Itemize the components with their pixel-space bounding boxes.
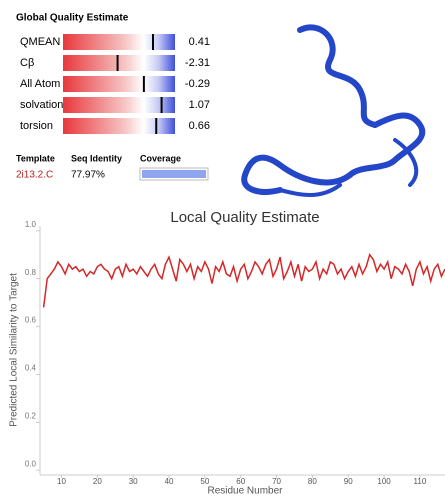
header: Seq Identity	[71, 153, 122, 163]
x-tick-label: 80	[308, 477, 317, 486]
template-id[interactable]: 2i13.2.C	[16, 170, 53, 181]
score-bar	[63, 34, 175, 50]
y-tick-label: 0.0	[25, 459, 37, 468]
x-tick-label: 90	[344, 477, 353, 486]
x-tick-label: 50	[200, 477, 209, 486]
score-bar	[63, 118, 175, 134]
y-tick-label: 0.8	[25, 268, 37, 277]
x-tick-label: 100	[377, 477, 391, 486]
y-tick-label: 0.2	[25, 411, 37, 420]
y-tick-label: 1.0	[25, 220, 37, 229]
page: Global Quality Estimate Template Seq Ide…	[0, 0, 445, 497]
panel-title: Global Quality Estimate	[16, 13, 129, 24]
row-label: Cβ	[20, 57, 34, 69]
y-tick-label: 0.4	[25, 364, 37, 373]
header: Template	[16, 153, 55, 163]
series-line	[44, 255, 445, 308]
score-bar	[63, 76, 175, 92]
seq-identity: 77.97%	[71, 170, 105, 181]
x-tick-label: 30	[129, 477, 138, 486]
y-tick-label: 0.6	[25, 316, 37, 325]
row-label: solvation	[20, 99, 63, 111]
row-value: 1.07	[189, 99, 210, 111]
row-label: QMEAN	[20, 36, 60, 48]
x-tick-label: 10	[57, 477, 66, 486]
row-value: -2.31	[185, 57, 210, 69]
x-tick-label: 40	[165, 477, 174, 486]
x-axis-label: Residue Number	[207, 486, 283, 497]
x-tick-label: 110	[414, 477, 427, 486]
header: Coverage	[140, 153, 181, 163]
plot: 0.0 0.2 0.4 0.6 0.8 1.0 10 20 30 40 50 60 70 80 90 100 1…	[25, 220, 445, 486]
y-axis-label: Predicted Local Similarity to Target	[9, 273, 20, 427]
x-tick-label: 60	[236, 477, 245, 486]
row-label: torsion	[20, 120, 53, 132]
score-bar	[63, 55, 175, 71]
x-tick-label: 20	[93, 477, 102, 486]
score-bar	[63, 97, 175, 113]
coverage-bar	[142, 170, 206, 178]
x-tick-label: 70	[272, 477, 281, 486]
row-label: All Atom	[20, 78, 60, 90]
row-value: -0.29	[185, 78, 210, 90]
protein-structure	[244, 27, 422, 195]
chart-title: Local Quality Estimate	[170, 209, 319, 226]
row-value: 0.41	[189, 36, 210, 48]
row-value: 0.66	[189, 120, 210, 132]
